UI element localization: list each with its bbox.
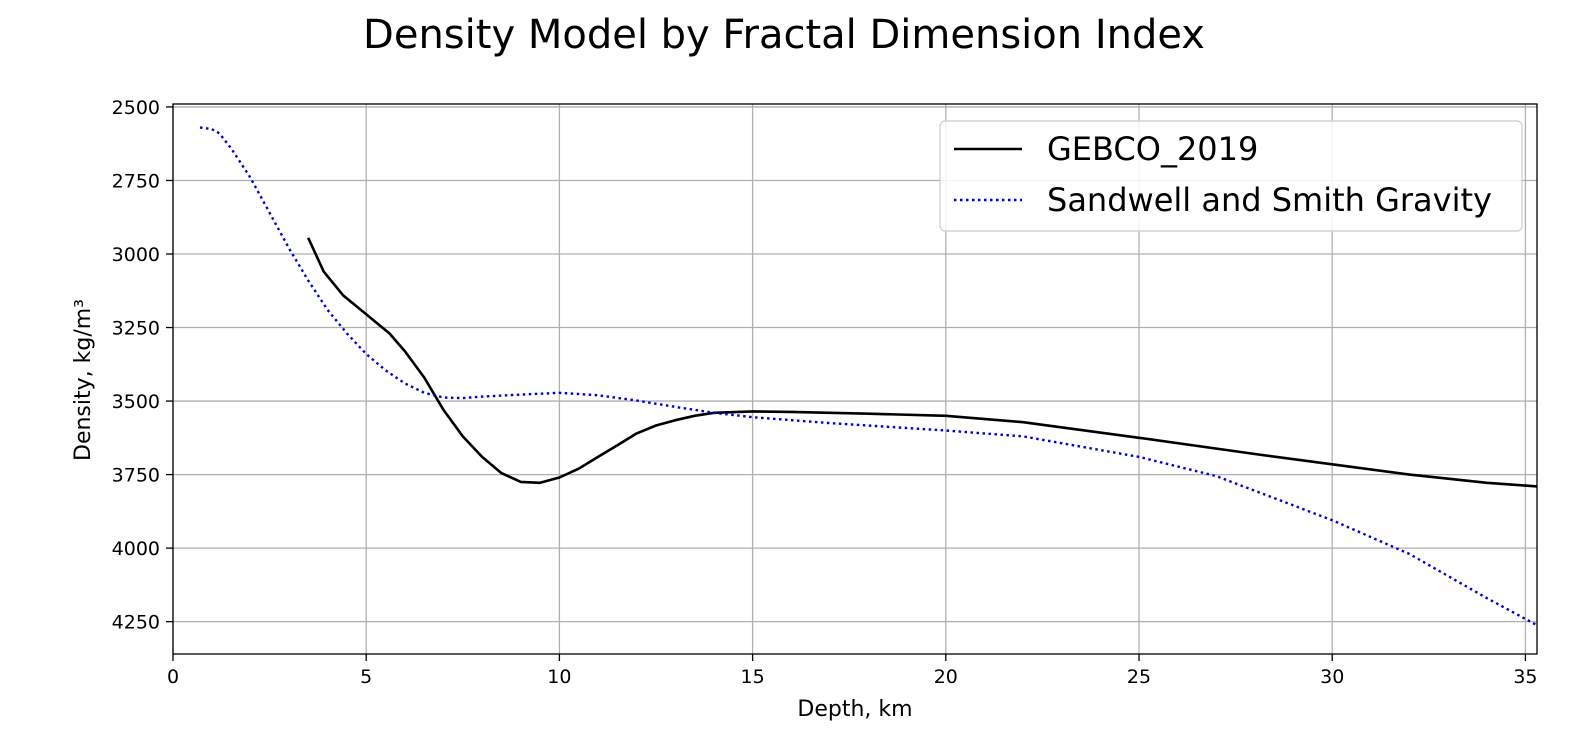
x-axis: 0 5 10 15 20 25 30 35: [167, 654, 1538, 688]
y-tick-label: 4250: [112, 612, 160, 634]
chart-title: Density Model by Fractal Dimension Index: [363, 12, 1205, 58]
y-tick-label: 4000: [112, 538, 160, 560]
plot-lines: [199, 126, 1538, 627]
legend-label-gebco: GEBCO_2019: [1047, 130, 1258, 168]
x-tick-label: 15: [741, 666, 765, 688]
y-tick-label: 3750: [112, 465, 160, 487]
x-axis-label: Depth, km: [797, 697, 912, 722]
y-tick-label: 3250: [112, 318, 160, 340]
legend-label-sandwell-smith: Sandwell and Smith Gravity: [1047, 181, 1492, 219]
series-line-gebco: [307, 237, 1538, 488]
y-tick-label: 3500: [112, 391, 160, 413]
y-tick-label: 3000: [112, 244, 160, 266]
x-tick-label: 10: [547, 666, 571, 688]
y-tick-label: 2750: [112, 170, 160, 192]
legend-box: [939, 120, 1523, 232]
plot-frame: [172, 103, 1538, 655]
y-tick-label: 2500: [112, 97, 160, 119]
x-tick-label: 5: [360, 666, 372, 688]
x-tick-label: 20: [934, 666, 958, 688]
x-tick-label: 25: [1127, 666, 1151, 688]
series-line-sandwell-smith: [199, 126, 1538, 627]
legend: GEBCO_2019 Sandwell and Smith Gravity: [939, 120, 1523, 232]
x-tick-label: 0: [167, 666, 179, 688]
x-tick-label: 35: [1513, 666, 1537, 688]
y-axis: 2500 2750 3000 3250 3500 3750 4000 4250: [112, 97, 173, 634]
y-axis-label: Density, kg/m³: [71, 299, 96, 461]
x-tick-label: 30: [1320, 666, 1344, 688]
